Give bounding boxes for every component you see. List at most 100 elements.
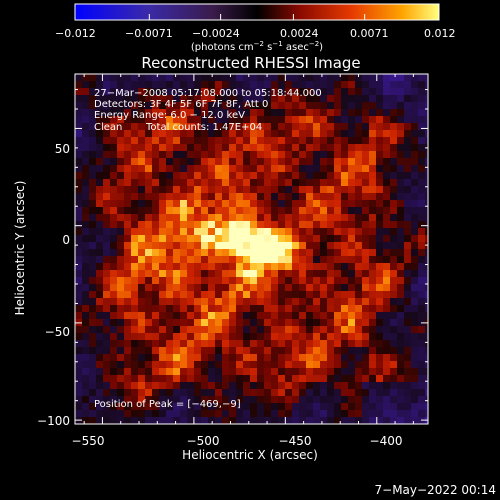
heatmap-cell (229, 116, 237, 124)
heatmap-cell (187, 144, 195, 152)
heatmap-cell (131, 403, 139, 411)
heatmap-cell (236, 186, 244, 194)
heatmap-cell (313, 417, 321, 424)
heatmap-cell (243, 326, 251, 334)
heatmap-cell (159, 88, 167, 96)
heatmap-cell (124, 368, 132, 376)
heatmap-cell (145, 354, 153, 362)
heatmap-cell (320, 95, 328, 103)
heatmap-cell (341, 347, 349, 355)
heatmap-cell (117, 326, 125, 334)
heatmap-cell (152, 228, 160, 236)
heatmap-cell (180, 242, 188, 250)
heatmap-cell (222, 270, 230, 278)
heatmap-cell (299, 256, 307, 264)
heatmap-cell (89, 396, 97, 404)
heatmap-cell (425, 305, 428, 313)
heatmap-cell (166, 305, 174, 313)
heatmap-cell (89, 221, 97, 229)
heatmap-cell (166, 319, 174, 327)
heatmap-cell (425, 403, 428, 411)
heatmap-cell (236, 312, 244, 320)
heatmap-cell (397, 88, 405, 96)
y-tick-label: 0 (62, 233, 70, 247)
heatmap-cell (313, 256, 321, 264)
heatmap-cell (194, 256, 202, 264)
heatmap-cell (145, 375, 153, 383)
heatmap-cell (376, 403, 384, 411)
heatmap-cell (124, 263, 132, 271)
heatmap-cell (313, 270, 321, 278)
heatmap-cell (110, 410, 118, 418)
heatmap-cell (110, 74, 118, 82)
heatmap-cell (418, 326, 426, 334)
heatmap-cell (124, 319, 132, 327)
heatmap-cell (215, 326, 223, 334)
heatmap-cell (222, 172, 230, 180)
heatmap-cell (236, 382, 244, 390)
heatmap-cell (257, 270, 265, 278)
heatmap-cell (397, 207, 405, 215)
heatmap-cell (264, 130, 272, 138)
heatmap-cell (82, 291, 90, 299)
heatmap-cell (278, 81, 286, 89)
heatmap-cell (355, 102, 363, 110)
heatmap-cell (292, 256, 300, 264)
heatmap-cell (117, 312, 125, 320)
heatmap-cell (222, 277, 230, 285)
heatmap-cell (376, 179, 384, 187)
info-block: 27−Mar−2008 05:17:08.000 to 05:18:44.000… (94, 88, 322, 133)
heatmap-cell (341, 277, 349, 285)
heatmap-cell (292, 235, 300, 243)
heatmap-cell (264, 410, 272, 418)
heatmap-cell (75, 340, 83, 348)
heatmap-cell (397, 312, 405, 320)
heatmap-cell (145, 109, 153, 117)
heatmap-cell (75, 389, 83, 397)
heatmap-cell (250, 165, 258, 173)
heatmap-cell (201, 361, 209, 369)
heatmap-cell (131, 256, 139, 264)
heatmap-cell (166, 347, 174, 355)
heatmap-cell (82, 214, 90, 222)
heatmap-cell (285, 340, 293, 348)
heatmap-cell (159, 256, 167, 264)
heatmap-cell (376, 375, 384, 383)
heatmap-cell (285, 207, 293, 215)
heatmap-cell (215, 193, 223, 201)
heatmap-cell (320, 81, 328, 89)
heatmap-cell (341, 298, 349, 306)
heatmap-cell (278, 277, 286, 285)
heatmap-cell (201, 354, 209, 362)
heatmap-cell (159, 102, 167, 110)
heatmap-cell (383, 389, 391, 397)
heatmap-cell (369, 284, 377, 292)
heatmap-cell (159, 305, 167, 313)
heatmap-cell (376, 207, 384, 215)
heatmap-cell (89, 375, 97, 383)
heatmap-cell (117, 354, 125, 362)
heatmap-cell (82, 417, 90, 424)
heatmap-cell (278, 326, 286, 334)
heatmap-cell (327, 207, 335, 215)
heatmap-cell (257, 228, 265, 236)
heatmap-cell (313, 151, 321, 159)
heatmap-cell (173, 249, 181, 257)
heatmap-cell (418, 361, 426, 369)
heatmap-cell (103, 200, 111, 208)
heatmap-cell (152, 368, 160, 376)
heatmap-cell (390, 326, 398, 334)
heatmap-cell (285, 74, 293, 82)
heatmap-cell (229, 207, 237, 215)
heatmap-cell (236, 165, 244, 173)
heatmap-cell (369, 319, 377, 327)
heatmap-cell (180, 368, 188, 376)
heatmap-cell (166, 165, 174, 173)
heatmap-cell (369, 403, 377, 411)
heatmap-cell (208, 326, 216, 334)
heatmap-cell (264, 137, 272, 145)
heatmap-cell (313, 81, 321, 89)
heatmap-cell (299, 144, 307, 152)
heatmap-cell (390, 165, 398, 173)
heatmap-cell (397, 389, 405, 397)
